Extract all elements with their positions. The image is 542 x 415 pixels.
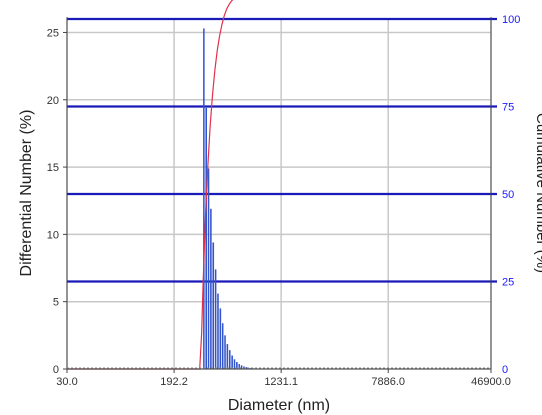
y-tick-label: 25 [47,27,59,39]
bar [214,269,217,369]
x-axis-title: Diameter (nm) [228,397,330,414]
x-tick-label: 30.0 [56,376,77,388]
bar [233,359,236,369]
bar-series [203,28,266,370]
cumulative-line-path [67,0,234,370]
y2-tick-label: 50 [502,189,514,201]
y-tick-label: 10 [47,229,59,241]
bar [217,293,219,369]
reference-lines [67,17,497,283]
x-tick-label: 1231.1 [264,376,298,388]
bar [207,168,210,369]
bar [228,350,231,369]
bar [240,365,243,369]
bar [236,362,238,369]
y2-tick-label: 25 [502,277,514,289]
bar [210,208,212,369]
y2-axis-title: Cumulative Number (%) [533,113,542,273]
y-tick-label: 15 [47,162,59,174]
x-tick-label: 192.2 [160,376,188,388]
bar [224,335,226,369]
y-tick-labels: 0 5 10 15 20 25 [47,27,67,376]
y-axis-title: Differential Number (%) [18,110,35,277]
y2-tick-label: 100 [502,14,520,26]
axes [66,17,492,370]
y-tick-label: 0 [53,364,59,376]
bar [221,323,224,369]
bar [231,355,233,369]
y-tick-label: 20 [47,95,59,107]
bar [203,28,205,370]
bar [245,367,248,369]
x-tick-label: 46900.0 [471,376,511,388]
x-tick-label: 7886.0 [371,376,405,388]
bar [219,308,222,369]
y-tick-label: 5 [53,297,59,309]
bar [205,107,208,369]
bar [212,242,215,369]
bar [238,364,240,369]
y2-tick-label: 0 [502,364,508,376]
cumulative-line [67,0,234,370]
y2-tick-label: 75 [502,102,514,114]
y2-tick-labels: 0 25 50 75 100 [502,14,520,376]
x-tick-labels: 30.0 192.2 1231.1 7886.0 46900.0 [56,369,511,388]
bar [226,344,229,369]
